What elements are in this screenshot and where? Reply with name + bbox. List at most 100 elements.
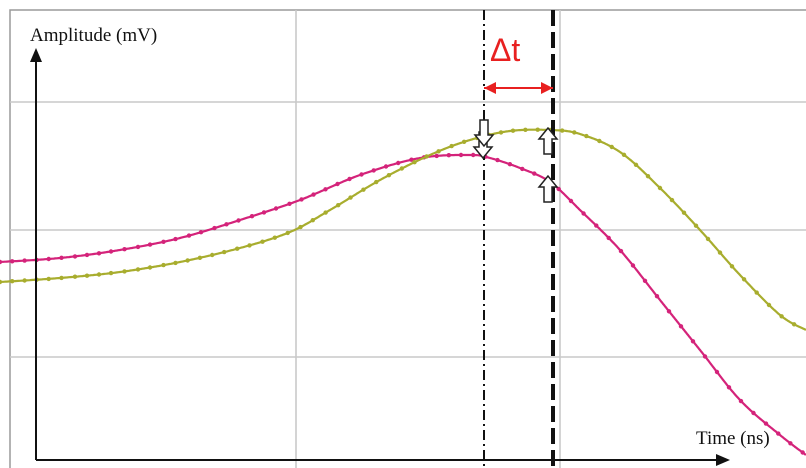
series-0-point (383, 164, 389, 169)
series-1-point (323, 210, 328, 215)
series-0-point (581, 211, 586, 216)
series-0-point (198, 230, 204, 235)
series-1-point (729, 264, 735, 269)
series-0-point (568, 198, 574, 204)
series-1-point (754, 290, 759, 295)
series-1-point (621, 152, 627, 157)
series-1-point (597, 138, 602, 144)
cursor-2-marker-olive (537, 126, 559, 155)
delta-t-arrow-right-head (541, 82, 553, 94)
series-0-point (359, 172, 364, 177)
series-1-point (122, 269, 127, 274)
series-1-line (0, 128, 806, 331)
cursor-layer (472, 10, 559, 468)
series-1-point (386, 173, 392, 178)
series-0-point (212, 225, 217, 231)
series-1-point (693, 223, 699, 228)
series-1-point (560, 128, 565, 133)
delta-t-label: Δt (490, 32, 520, 68)
series-1-point (424, 154, 429, 159)
series-1-point (108, 270, 114, 276)
series-0-point (249, 214, 255, 219)
series-0-point (409, 157, 414, 162)
series-0-point (738, 398, 744, 404)
series-1-point (135, 267, 141, 272)
y-axis-label: Amplitude (mV) (30, 25, 157, 46)
x-axis-label: Time (ns) (696, 428, 770, 449)
series-1-point (681, 210, 687, 215)
series-0-point (147, 242, 153, 247)
series-0-point (0, 259, 3, 265)
series-1-point (449, 143, 454, 149)
series-1-point (10, 279, 15, 284)
series-1-point (741, 277, 747, 282)
series-0-point (446, 153, 451, 158)
series-0-point (606, 235, 611, 241)
series-1-point (161, 262, 166, 268)
series-0-point (347, 176, 352, 182)
series-0-point (594, 223, 599, 228)
series-1-point (46, 276, 51, 282)
series-0-point (396, 160, 401, 166)
series-0-point (495, 157, 500, 163)
series-1-point (361, 187, 366, 192)
series-1-point (260, 239, 265, 244)
series-1-point (272, 235, 277, 240)
series-1-point (645, 174, 651, 179)
series-0-point (666, 309, 672, 314)
series-1-point (59, 275, 64, 281)
series-0-point (618, 248, 624, 254)
delta-t-arrow-left-head (484, 82, 496, 94)
cursor-1-marker-olive (473, 119, 495, 148)
series-1-point (535, 127, 540, 132)
series-1-point (348, 195, 353, 200)
series-1-point (210, 252, 215, 258)
series-0-point (630, 263, 636, 268)
series-0-point (84, 252, 90, 258)
series-0-line (0, 153, 806, 456)
series-1-point (185, 258, 190, 263)
series-0-point (776, 431, 781, 436)
y-axis-arrow (30, 48, 42, 62)
series-1-point (399, 166, 404, 171)
series-0-point (642, 278, 648, 283)
series-1-point (461, 139, 467, 144)
series-0-point (72, 254, 78, 259)
series-1-point (779, 314, 784, 319)
series-1-point (247, 243, 252, 248)
series-0-point (751, 410, 756, 416)
plot-border (9, 9, 806, 468)
series-1-point (197, 255, 203, 260)
axes (30, 48, 730, 466)
series-0-point (299, 197, 304, 202)
series-1-point (705, 236, 711, 242)
series-0-point (311, 192, 316, 197)
series-0-point (520, 166, 525, 172)
series-0-point (335, 181, 340, 187)
series-0-point (108, 249, 114, 254)
series-0-point (59, 255, 64, 260)
series-0-point (726, 385, 732, 390)
series-0-point (678, 324, 684, 329)
series-1-point (669, 197, 675, 203)
series-1-point (609, 144, 614, 150)
series-1-point (173, 260, 178, 266)
series-1-point (84, 273, 90, 278)
series-0-point (458, 152, 464, 158)
series-0-point (10, 259, 15, 264)
series-1-point (72, 274, 78, 279)
series-1-point (222, 249, 227, 255)
gridlines (10, 10, 806, 468)
series-1-point (235, 246, 240, 251)
series-0-point (690, 339, 696, 344)
series-0-point (261, 210, 267, 215)
series-0-point (800, 450, 805, 455)
series-0-point (532, 171, 537, 176)
series-1-point (436, 149, 441, 154)
series-1-point (96, 272, 102, 277)
series-1-point (412, 160, 417, 165)
series-0-point (96, 251, 102, 256)
series-0-point (273, 206, 279, 211)
series-0-point (556, 186, 561, 192)
